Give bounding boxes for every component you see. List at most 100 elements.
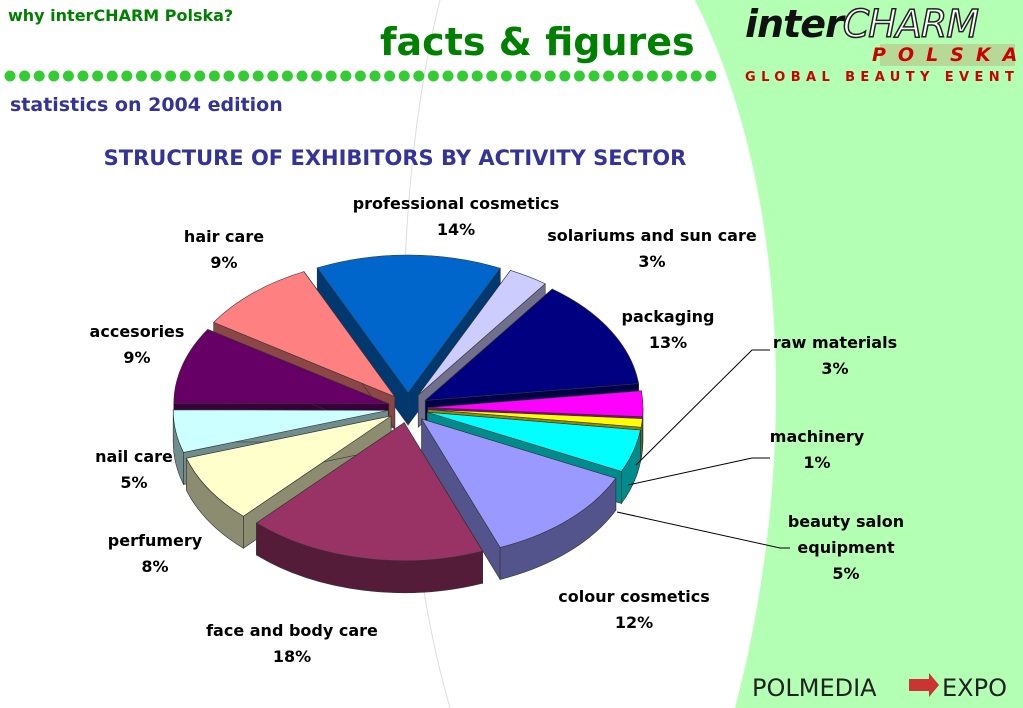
dot [252, 70, 264, 82]
value-label: 13% [648, 333, 688, 352]
category-label: solariums and sun care [547, 226, 757, 245]
value-label: 14% [436, 220, 476, 239]
value-label: 9% [210, 253, 238, 272]
dot [48, 70, 60, 82]
page-title: facts & figures [380, 20, 695, 64]
dot [515, 70, 527, 82]
dot [398, 70, 410, 82]
category-label: face and body care [206, 621, 378, 640]
dot [559, 70, 571, 82]
footer-icon [909, 673, 939, 697]
dot [705, 70, 717, 82]
dot [19, 70, 31, 82]
slice-label: hair care 9% [144, 224, 304, 276]
slice-label: machinery 1% [717, 424, 917, 476]
dot [194, 70, 206, 82]
slice [185, 415, 392, 517]
category-label: professional cosmetics [352, 194, 560, 213]
dot [150, 70, 162, 82]
dot [311, 70, 323, 82]
leader-line [635, 349, 770, 466]
footer-brand-a: POLMEDIA [752, 674, 877, 702]
dot [500, 70, 512, 82]
dot [369, 70, 381, 82]
slice [173, 329, 389, 405]
dot [106, 70, 118, 82]
dot [62, 70, 74, 82]
slice-label: raw materials 3% [735, 330, 935, 382]
dot [632, 70, 644, 82]
logo-tagline: GLOBAL BEAUTY EVENT [745, 70, 1020, 85]
dot [179, 70, 191, 82]
section-label: why interCHARM Polska? [8, 6, 234, 25]
dot [530, 70, 542, 82]
slice-label: face and body care 18% [182, 618, 402, 670]
value-label: 1% [803, 453, 831, 472]
value-label: 8% [141, 557, 169, 576]
slice-label: professional cosmetics 14% [336, 191, 576, 243]
logo-brand-b: CHARM [842, 1, 980, 47]
slice-label: nail care 5% [54, 444, 214, 496]
chart-title: STRUCTURE OF EXHIBITORS BY ACTIVITY SECT… [103, 146, 687, 170]
dot [661, 70, 673, 82]
dot [281, 70, 293, 82]
slice-group [420, 417, 617, 581]
category-label: hair care [183, 227, 265, 246]
dot [121, 70, 133, 82]
dot [413, 70, 425, 82]
dot [267, 70, 279, 82]
slice [417, 270, 546, 396]
category-label: colour cosmetics [558, 587, 710, 606]
slice-label: perfumery 8% [65, 528, 245, 580]
dot-rule [4, 70, 717, 82]
value-label: 5% [832, 564, 860, 583]
dot [471, 70, 483, 82]
slice [427, 390, 644, 418]
logo: interCHARM [745, 1, 980, 47]
dot [208, 70, 220, 82]
dot [92, 70, 104, 82]
dot [296, 70, 308, 82]
value-label: 9% [123, 348, 151, 367]
category-label: packaging [621, 307, 715, 326]
value-label: 3% [638, 252, 666, 271]
leader-line [616, 511, 790, 549]
dot [325, 70, 337, 82]
dot [354, 70, 366, 82]
dot [690, 70, 702, 82]
dot [77, 70, 89, 82]
value-label: 18% [272, 647, 312, 666]
dot [573, 70, 585, 82]
slice [424, 288, 640, 401]
category-label: beauty salon equipment [787, 512, 905, 557]
category-label: perfumery [107, 531, 203, 550]
leader-line [627, 457, 770, 486]
dot [223, 70, 235, 82]
logo-band [880, 44, 1015, 66]
slice-label: solariums and sun care 3% [532, 223, 772, 275]
slice [255, 422, 484, 561]
dot [135, 70, 147, 82]
dot [676, 70, 688, 82]
logo-brand-a: inter [745, 2, 844, 46]
dot [238, 70, 250, 82]
dot [442, 70, 454, 82]
category-label: accesories [89, 322, 185, 341]
dot [544, 70, 556, 82]
value-label: 12% [614, 613, 654, 632]
slice [213, 271, 396, 398]
slice [427, 411, 641, 472]
slice-label: accesories 9% [47, 319, 227, 371]
slice-label: packaging 13% [568, 304, 768, 356]
logo-country: POLSKA [872, 44, 1023, 66]
dot [486, 70, 498, 82]
slice [172, 409, 389, 453]
value-label: 3% [821, 359, 849, 378]
slice [316, 254, 501, 394]
slice-label: beauty salon equipment 5% [771, 509, 921, 587]
dot [588, 70, 600, 82]
category-label: nail care [95, 447, 173, 466]
dot [33, 70, 45, 82]
